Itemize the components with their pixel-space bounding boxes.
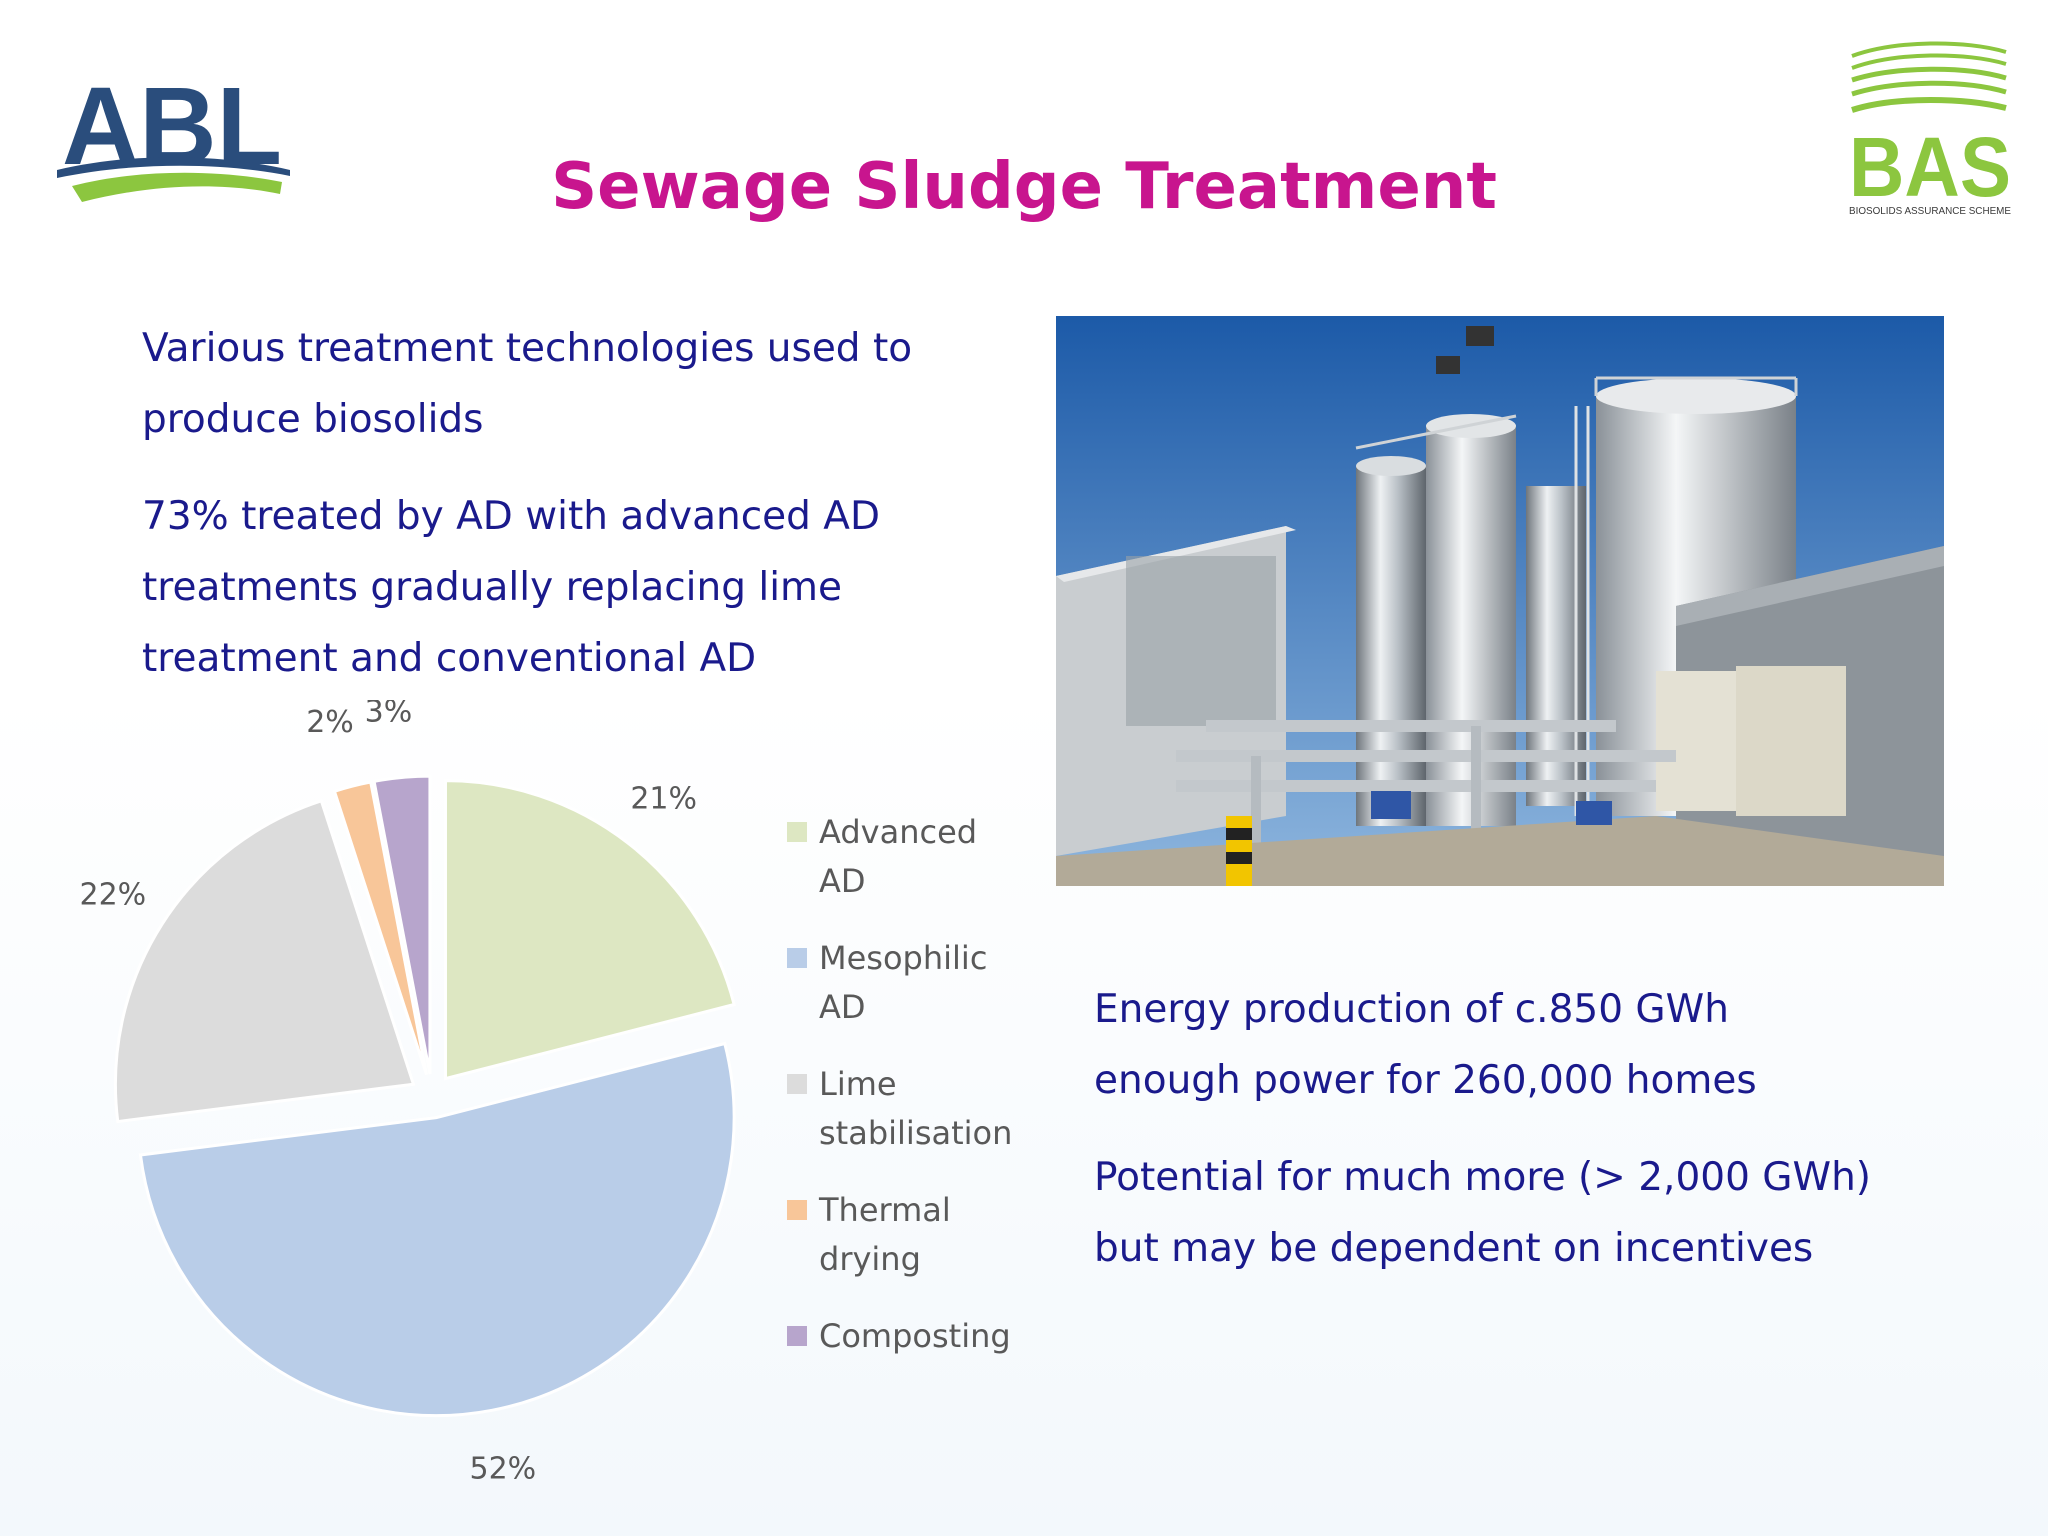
energy-paragraph: Energy production of c.850 GWh enough po… — [1094, 974, 2014, 1116]
legend-item-composting: Composting — [785, 1312, 1065, 1361]
legend-item-advanced-ad: Advanced AD — [785, 808, 1065, 906]
pie-slice-lime-stabilisation — [113, 798, 416, 1124]
ad-share-line-2: treatments gradually replacing lime — [142, 565, 843, 610]
data-label-mesophilic-ad: 52% — [469, 1451, 536, 1486]
intro-line-1: Various treatment technologies used to — [142, 326, 913, 371]
bas-logo-text: BAS — [1849, 120, 2011, 214]
legend-label: drying — [819, 1240, 921, 1278]
bas-logo-tagline: BIOSOLIDS ASSURANCE SCHEME — [1849, 206, 2011, 217]
legend-swatch — [787, 1326, 807, 1346]
legend-item-mesophilic-ad: Mesophilic AD — [785, 934, 1065, 1032]
legend-label: stabilisation — [819, 1114, 1013, 1152]
treatment-pie-chart: 21% 52% 22% 2% 3% — [80, 700, 736, 1486]
ad-share-paragraph: 73% treated by AD with advanced AD treat… — [142, 481, 1002, 694]
data-label-lime-stabilisation: 22% — [80, 877, 147, 912]
legend-label: Thermal — [819, 1191, 951, 1229]
ad-share-line-3: treatment and conventional AD — [142, 636, 757, 681]
slide-title: Sewage Sludge Treatment — [551, 150, 1497, 224]
chart-legend: Advanced AD Mesophilic AD Lime stabilisation T… — [785, 808, 1065, 1389]
bas-logo: BAS BIOSOLIDS ASSURANCE SCHEME — [1849, 41, 2011, 217]
data-label-advanced-ad: 21% — [630, 781, 697, 816]
legend-label: AD — [819, 862, 866, 900]
potential-paragraph: Potential for much more (> 2,000 GWh) bu… — [1094, 1142, 2014, 1284]
potential-line-1: Potential for much more (> 2,000 GWh) — [1094, 1155, 1872, 1200]
legend-swatch — [787, 822, 807, 842]
ad-share-line-1: 73% treated by AD with advanced AD — [142, 494, 881, 539]
pie-slice-thermal-drying — [332, 780, 429, 1076]
legend-item-lime-stabilisation: Lime stabilisation — [785, 1060, 1065, 1158]
legend-swatch — [787, 1200, 807, 1220]
legend-swatch — [787, 948, 807, 968]
legend-item-thermal-drying: Thermal drying — [785, 1186, 1065, 1284]
energy-line-2: enough power for 260,000 homes — [1094, 1058, 1757, 1103]
intro-paragraph: Various treatment technologies used to p… — [142, 313, 1002, 455]
sewage-treatment-plant-photo — [1056, 316, 1944, 886]
legend-label: Advanced — [819, 813, 978, 851]
pie-slice-composting — [372, 774, 432, 1075]
legend-label: Composting — [819, 1317, 1011, 1355]
legend-label: Mesophilic — [819, 939, 988, 977]
abl-logo: ABL — [57, 65, 290, 202]
data-label-composting: 3% — [365, 700, 413, 730]
intro-line-2: produce biosolids — [142, 397, 484, 442]
pie-slice-mesophilic-ad — [138, 1041, 736, 1418]
legend-label: AD — [819, 988, 866, 1026]
energy-line-1: Energy production of c.850 GWh — [1094, 987, 1729, 1032]
potential-line-2: but may be dependent on incentives — [1094, 1226, 1814, 1271]
data-label-thermal-drying: 2% — [306, 705, 354, 740]
legend-label: Lime — [819, 1065, 897, 1103]
pie-slice-advanced-ad — [443, 779, 736, 1081]
legend-swatch — [787, 1074, 807, 1094]
